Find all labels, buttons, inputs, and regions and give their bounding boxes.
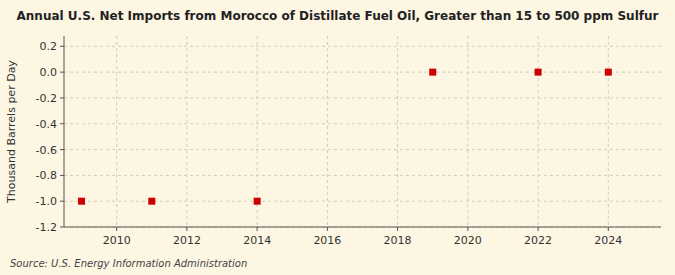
y-tick-label: -0.4 bbox=[36, 118, 57, 131]
y-tick bbox=[60, 46, 64, 47]
background bbox=[0, 0, 675, 275]
point bbox=[254, 198, 261, 205]
x-tick-label: 2016 bbox=[313, 234, 341, 247]
y-tick bbox=[60, 72, 64, 73]
y-tick-label: -0.6 bbox=[36, 144, 57, 157]
x-tick bbox=[538, 227, 539, 231]
points bbox=[78, 69, 612, 205]
grid-line-x bbox=[467, 36, 468, 227]
y-tick-label: -1.0 bbox=[36, 195, 57, 208]
x-tick bbox=[467, 227, 468, 231]
grid-line-y bbox=[64, 149, 661, 150]
point bbox=[605, 69, 612, 76]
x-tick-label: 2018 bbox=[384, 234, 412, 247]
grid-line-x bbox=[116, 36, 117, 227]
grid-line-y bbox=[64, 72, 661, 73]
y-tick bbox=[60, 149, 64, 150]
grid-line-x bbox=[327, 36, 328, 227]
y-tick bbox=[60, 123, 64, 124]
y-tick bbox=[60, 175, 64, 176]
x-tick bbox=[327, 227, 328, 231]
y-tick bbox=[60, 201, 64, 202]
point bbox=[148, 198, 155, 205]
point bbox=[429, 69, 436, 76]
point bbox=[78, 198, 85, 205]
x-axis-line bbox=[64, 227, 661, 228]
x-tick-label: 2014 bbox=[243, 234, 271, 247]
grid-line-x bbox=[608, 36, 609, 227]
grid bbox=[64, 36, 661, 227]
chart: 2010 2012 2014 2016 2018 2020 2022 2024 0.2 0.0 -0… bbox=[0, 0, 675, 275]
x-tick-label: 2020 bbox=[454, 234, 482, 247]
y-tick bbox=[60, 227, 64, 228]
x-tick-label: 2022 bbox=[524, 234, 552, 247]
y-axis-line bbox=[64, 36, 65, 227]
y-tick-label: 0.2 bbox=[40, 40, 58, 53]
y-tick bbox=[60, 97, 64, 98]
grid-line-x bbox=[538, 36, 539, 227]
grid-line-x bbox=[397, 36, 398, 227]
x-tick bbox=[608, 227, 609, 231]
grid-line-x bbox=[186, 36, 187, 227]
y-axis-label: Thousand Barrels per Day bbox=[5, 60, 18, 204]
y-tick-label: -0.2 bbox=[36, 92, 57, 105]
x-tick bbox=[257, 227, 258, 231]
x-tick-label: 2024 bbox=[594, 234, 622, 247]
x-tick bbox=[116, 227, 117, 231]
point bbox=[535, 69, 542, 76]
source: Source: U.S. Energy Information Administ… bbox=[10, 258, 247, 269]
grid-line-y bbox=[64, 175, 661, 176]
grid-line-y bbox=[64, 123, 661, 124]
x-tick-label: 2012 bbox=[173, 234, 201, 247]
x-tick bbox=[186, 227, 187, 231]
title: Annual U.S. Net Imports from Morocco of … bbox=[17, 9, 659, 23]
x-tick-label: 2010 bbox=[103, 234, 131, 247]
grid-line-y bbox=[64, 97, 661, 98]
y-tick-label: 0.0 bbox=[40, 66, 58, 79]
grid-line-y bbox=[64, 227, 661, 228]
y-tick-label: -1.2 bbox=[36, 221, 57, 234]
y-tick-label: -0.8 bbox=[36, 169, 57, 182]
grid-line-y bbox=[64, 46, 661, 47]
axes: 2010 2012 2014 2016 2018 2020 2022 2024 0.2 0.0 -0… bbox=[36, 40, 623, 247]
x-tick bbox=[397, 227, 398, 231]
